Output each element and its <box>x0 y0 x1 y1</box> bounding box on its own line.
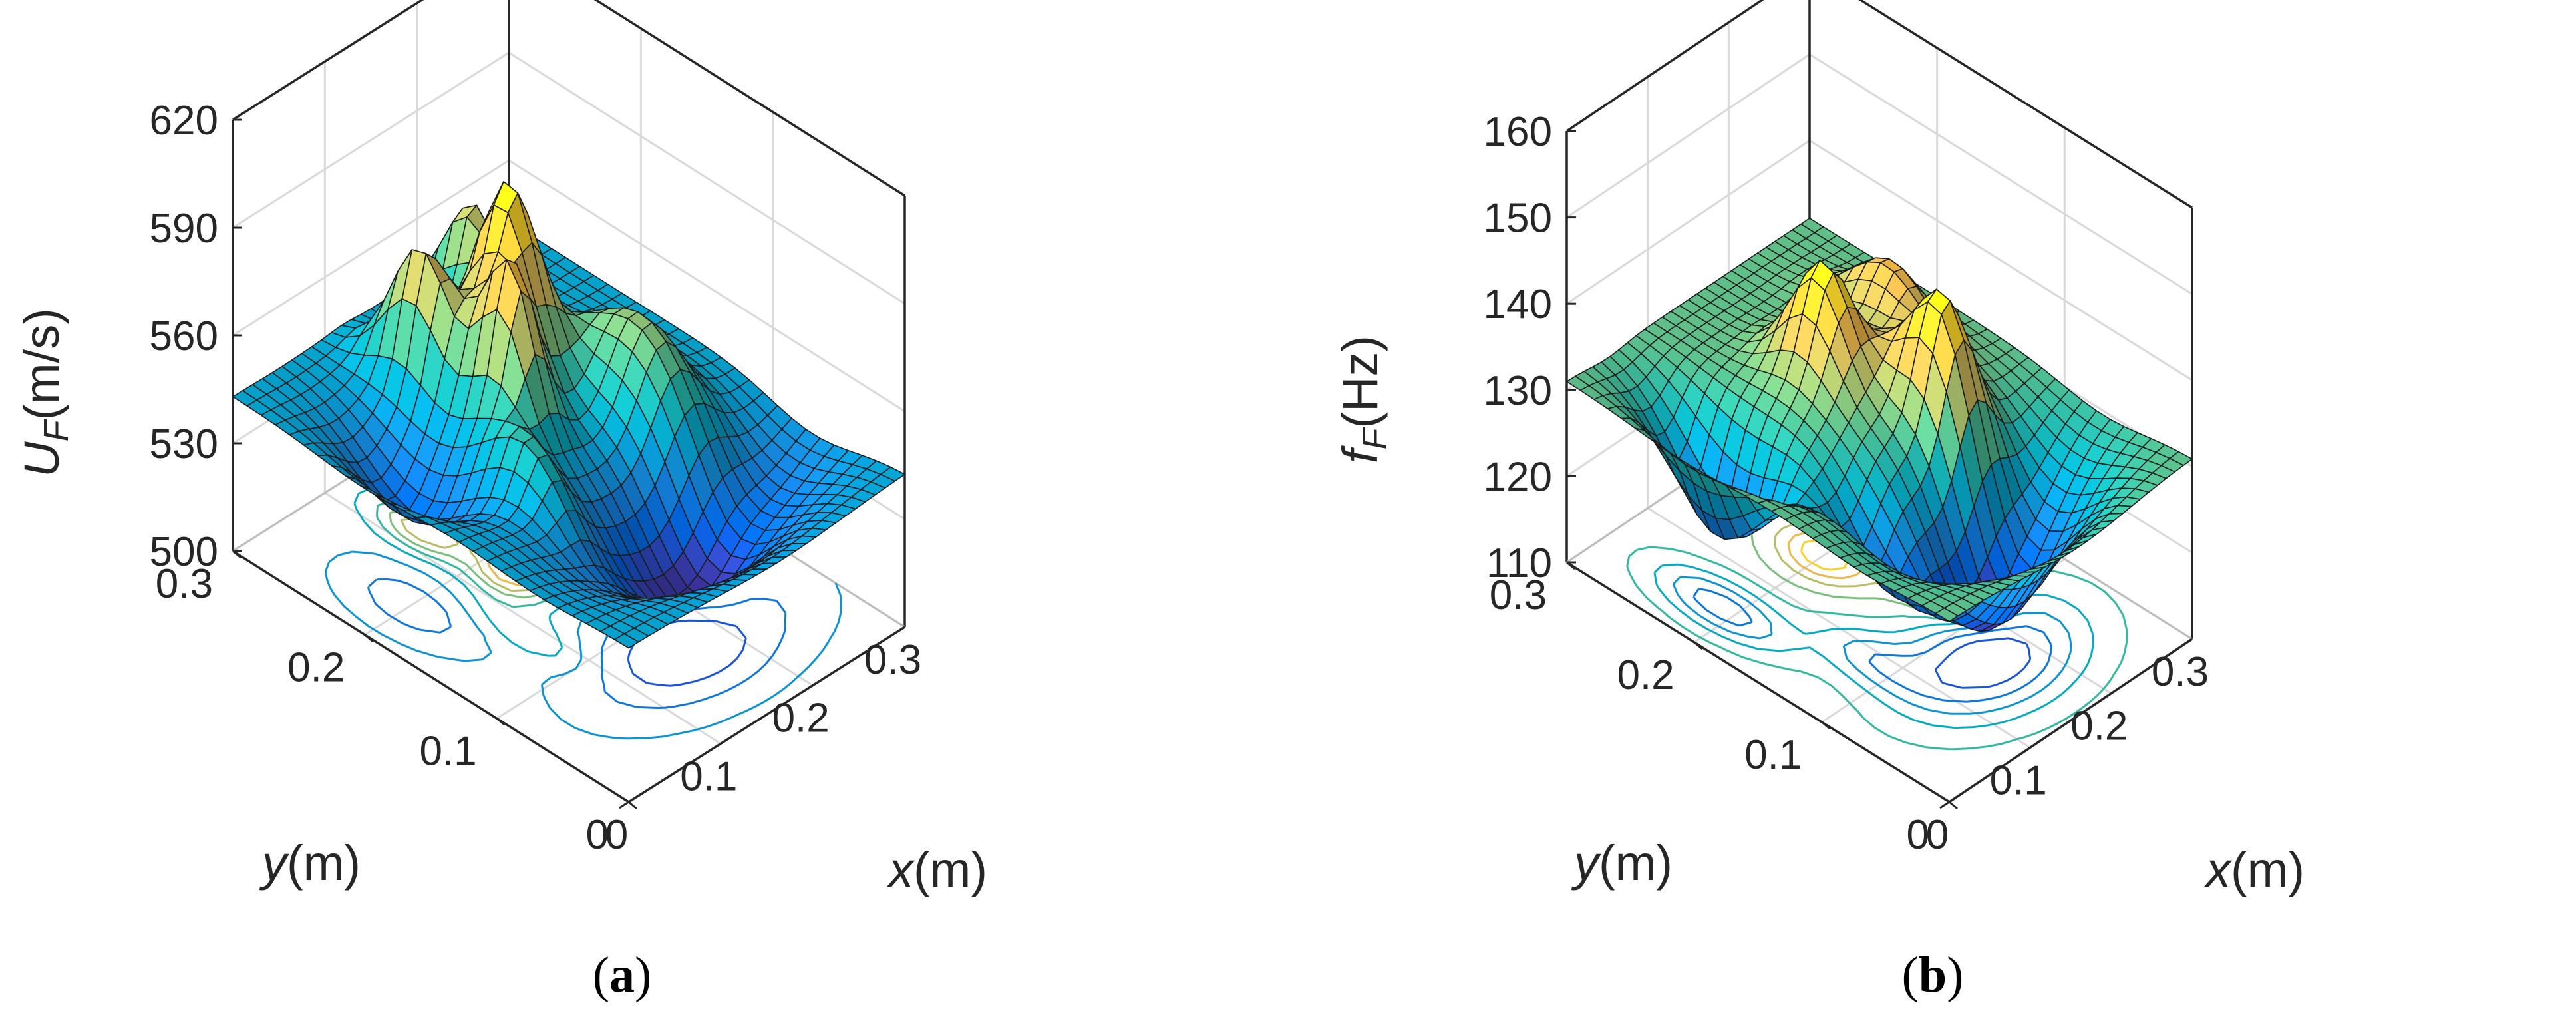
axis-edge <box>232 0 424 121</box>
axis-edge <box>628 626 905 803</box>
wall-gridline <box>1566 0 1764 132</box>
panel-caption: (b) <box>1902 947 1964 1003</box>
wall-gridline <box>508 51 905 305</box>
y-tick-mark <box>1949 801 1958 810</box>
z-tick-label: 590 <box>150 206 218 252</box>
z-tick-label: 530 <box>150 421 218 467</box>
surface <box>232 181 905 649</box>
contour-line <box>1672 576 2072 715</box>
contour-line <box>1934 637 2032 689</box>
x-tick-label: 0.1 <box>1990 757 2047 803</box>
axis-labels: UF(m/s) y(m) x(m) <box>14 308 987 897</box>
y-tick-mark <box>496 718 506 726</box>
y-tick-label: 0.2 <box>1617 652 1674 698</box>
z-tick-label: 130 <box>1484 368 1552 414</box>
x-tick-label: 0.1 <box>680 753 737 799</box>
x-tick-label: 0 <box>1926 812 1949 858</box>
z-tick-label: 160 <box>1484 109 1552 155</box>
surface-facet <box>1935 607 1959 622</box>
wall-gridline <box>594 0 905 197</box>
wall-gridline <box>1566 139 1810 305</box>
y-tick-label: 0 <box>586 812 609 858</box>
y-tick-label: 0 <box>1907 812 1929 858</box>
surface <box>1566 217 2193 632</box>
axes-box-front <box>1566 561 2193 803</box>
z-tick-label: 120 <box>1484 454 1552 500</box>
z-tick-label: 500 <box>150 529 218 575</box>
wall-gridline <box>232 51 510 229</box>
y-tick-mark <box>1693 641 1703 650</box>
wall-gridline <box>232 0 424 121</box>
x-tick-label: 0.2 <box>772 696 830 741</box>
axis-edge <box>1566 561 1950 803</box>
x-tick-label: 0.2 <box>2070 704 2128 749</box>
x-tick-mark <box>802 684 814 692</box>
x-axis-label: x(m) <box>2204 842 2305 897</box>
y-tick-mark <box>1821 721 1831 730</box>
x-tick-mark <box>619 801 629 809</box>
y-tick-mark <box>1566 561 1575 570</box>
axis-edge <box>232 550 629 803</box>
x-tick-mark <box>2020 747 2031 755</box>
y-tick-label: 0.3 <box>1490 572 1547 618</box>
y-tick-label: 0.3 <box>156 561 213 607</box>
y-axis-label: y(m) <box>1571 835 1673 891</box>
z-tick-label: 140 <box>1484 282 1552 327</box>
z-axis-label: UF(m/s) <box>14 308 76 477</box>
x-tick-label: 0.3 <box>2152 649 2209 695</box>
z-tick-label: 560 <box>150 313 218 359</box>
axis-edge <box>1949 638 2193 803</box>
contour-line <box>1692 588 2052 703</box>
x-tick-mark <box>895 626 905 634</box>
z-tick-label: 620 <box>150 98 218 144</box>
wall-gridline <box>232 159 510 337</box>
axis-edge <box>1566 0 1764 132</box>
y-tick-mark <box>364 634 374 642</box>
x-axis-label: x(m) <box>887 842 987 897</box>
wall-gridline <box>1566 53 1810 218</box>
x-tick-mark <box>711 743 722 751</box>
z-tick-label: 110 <box>1486 540 1552 586</box>
y-tick-mark <box>232 550 242 559</box>
x-tick-label: 0.3 <box>864 637 921 683</box>
panel-caption: (a) <box>593 947 652 1003</box>
axis-labels: fF(Hz) y(m) x(m) <box>1333 335 2305 897</box>
y-axis-label: y(m) <box>259 835 361 891</box>
x-tick-label: 0 <box>605 812 628 858</box>
x-tick-mark <box>2182 638 2193 646</box>
x-tick-mark <box>1939 801 1950 809</box>
x-tick-mark <box>2101 692 2112 700</box>
axes-box-front <box>232 550 905 803</box>
wall-gridline <box>1809 53 2193 295</box>
surface-facet <box>613 633 639 649</box>
wall-gridline <box>508 159 905 413</box>
wall-gridline <box>1809 139 2193 381</box>
y-tick-label: 0.2 <box>287 645 345 691</box>
z-tick-label: 150 <box>1484 196 1552 242</box>
y-tick-label: 0.1 <box>419 728 476 774</box>
axis-edge <box>1858 0 2193 209</box>
y-tick-mark <box>628 801 637 810</box>
z-axis-label: fF(Hz) <box>1333 335 1394 463</box>
y-tick-label: 0.1 <box>1744 732 1802 778</box>
axis-edge <box>593 0 905 197</box>
